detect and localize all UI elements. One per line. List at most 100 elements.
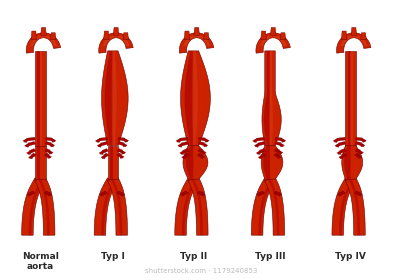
- Polygon shape: [194, 27, 199, 35]
- Polygon shape: [360, 144, 364, 147]
- Polygon shape: [99, 151, 104, 154]
- Polygon shape: [340, 149, 347, 153]
- Polygon shape: [358, 151, 362, 154]
- Polygon shape: [178, 144, 183, 147]
- Polygon shape: [44, 191, 52, 196]
- Polygon shape: [261, 31, 266, 40]
- Polygon shape: [338, 151, 342, 155]
- Polygon shape: [280, 33, 286, 40]
- Polygon shape: [47, 155, 50, 158]
- Polygon shape: [117, 141, 124, 145]
- Polygon shape: [256, 144, 259, 147]
- Polygon shape: [258, 179, 274, 235]
- Polygon shape: [280, 143, 285, 146]
- Polygon shape: [202, 151, 206, 154]
- Polygon shape: [184, 31, 190, 40]
- Polygon shape: [102, 149, 109, 153]
- Polygon shape: [197, 191, 205, 196]
- Polygon shape: [50, 143, 55, 146]
- Polygon shape: [200, 155, 205, 158]
- Polygon shape: [123, 143, 127, 146]
- Polygon shape: [355, 191, 362, 196]
- Polygon shape: [191, 179, 203, 235]
- Polygon shape: [26, 144, 29, 147]
- Polygon shape: [184, 153, 190, 157]
- Polygon shape: [269, 51, 273, 146]
- Polygon shape: [276, 155, 281, 158]
- Polygon shape: [262, 51, 281, 146]
- Polygon shape: [180, 191, 188, 196]
- Polygon shape: [37, 51, 40, 146]
- Text: Typ I: Typ I: [101, 252, 125, 261]
- Polygon shape: [335, 144, 340, 147]
- Polygon shape: [355, 149, 361, 153]
- Polygon shape: [200, 155, 204, 158]
- Polygon shape: [22, 178, 46, 235]
- Polygon shape: [185, 51, 193, 146]
- Polygon shape: [254, 144, 259, 147]
- Polygon shape: [253, 139, 257, 142]
- Polygon shape: [348, 51, 351, 146]
- Polygon shape: [256, 151, 261, 154]
- Polygon shape: [181, 141, 189, 146]
- Polygon shape: [339, 155, 343, 158]
- Polygon shape: [50, 33, 56, 40]
- Polygon shape: [183, 146, 208, 179]
- Polygon shape: [27, 191, 35, 196]
- Polygon shape: [47, 155, 52, 158]
- Text: Typ IV: Typ IV: [335, 252, 366, 261]
- Polygon shape: [341, 31, 347, 40]
- Polygon shape: [192, 51, 198, 146]
- Polygon shape: [25, 144, 29, 147]
- Polygon shape: [175, 178, 199, 235]
- Polygon shape: [183, 149, 189, 153]
- Polygon shape: [50, 144, 53, 147]
- Polygon shape: [357, 155, 362, 158]
- Polygon shape: [258, 141, 266, 146]
- Polygon shape: [117, 191, 125, 196]
- Polygon shape: [337, 137, 346, 141]
- Polygon shape: [274, 153, 279, 157]
- Polygon shape: [29, 155, 33, 158]
- Polygon shape: [270, 27, 276, 35]
- Polygon shape: [275, 137, 282, 141]
- Polygon shape: [274, 191, 282, 196]
- Polygon shape: [51, 139, 55, 142]
- Polygon shape: [100, 191, 107, 196]
- Polygon shape: [45, 137, 52, 141]
- Polygon shape: [251, 178, 275, 235]
- Polygon shape: [341, 35, 367, 46]
- Polygon shape: [119, 155, 123, 158]
- Polygon shape: [48, 151, 53, 154]
- Polygon shape: [111, 179, 122, 235]
- Polygon shape: [361, 139, 365, 142]
- Polygon shape: [183, 156, 187, 159]
- Polygon shape: [28, 191, 35, 195]
- Polygon shape: [29, 179, 44, 235]
- Polygon shape: [113, 27, 119, 35]
- Polygon shape: [99, 33, 133, 53]
- Polygon shape: [264, 178, 285, 235]
- Polygon shape: [332, 178, 356, 235]
- Polygon shape: [276, 155, 280, 158]
- Polygon shape: [361, 33, 366, 40]
- Polygon shape: [188, 178, 208, 235]
- Polygon shape: [44, 149, 50, 153]
- Polygon shape: [27, 151, 31, 154]
- Polygon shape: [256, 33, 290, 53]
- Polygon shape: [274, 141, 281, 145]
- Polygon shape: [45, 191, 51, 195]
- Polygon shape: [198, 141, 205, 145]
- Polygon shape: [119, 155, 124, 158]
- Polygon shape: [117, 191, 123, 195]
- Polygon shape: [48, 151, 52, 154]
- Polygon shape: [261, 146, 283, 179]
- Polygon shape: [339, 191, 345, 195]
- Text: Normal
aorta: Normal aorta: [22, 252, 59, 271]
- Polygon shape: [350, 51, 353, 146]
- Polygon shape: [45, 141, 52, 145]
- Polygon shape: [124, 139, 127, 142]
- Polygon shape: [256, 137, 265, 141]
- Polygon shape: [355, 137, 363, 141]
- Polygon shape: [122, 144, 126, 147]
